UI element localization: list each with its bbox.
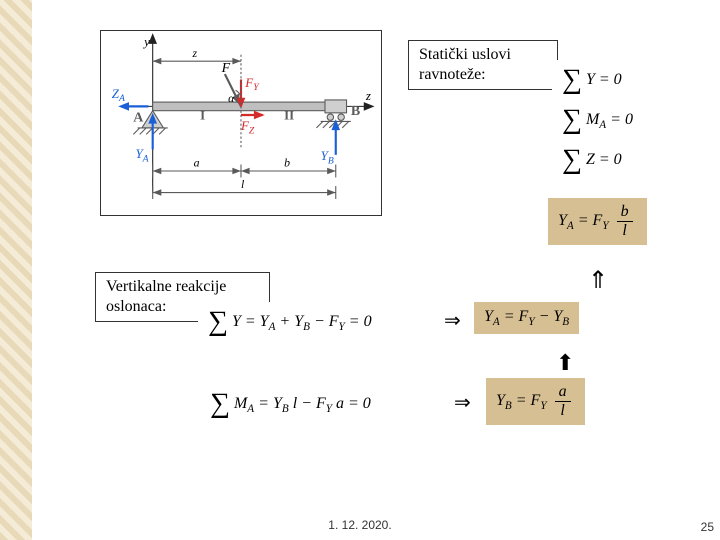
eq-sumY-expanded: ∑ Y = YA + YB − FY = 0 — [198, 302, 382, 342]
up-double-arrow-icon: ⇑ — [588, 266, 608, 295]
eq-sumMA-expanded: ∑ MA = YB l − FY a = 0 — [200, 384, 381, 424]
y-axis-label: y — [142, 34, 150, 49]
heading-static-equilibrium: Statički uslovi ravnoteže: — [408, 40, 558, 90]
point-B: B — [351, 104, 360, 119]
dim-l: l — [241, 177, 245, 191]
eq-YA-diff: YA = FY − YB — [474, 302, 579, 334]
angle-alpha: α — [228, 91, 235, 105]
right-arrow-icon-2: ⇒ — [454, 390, 471, 415]
beam-diagram: y z A B F α — [100, 30, 382, 216]
decorative-stripe — [0, 0, 32, 540]
eq-YB-fraction: YB = FY al — [486, 378, 585, 425]
eq-sumMA: ∑ MA = 0 — [552, 100, 643, 140]
label-FY: FY — [244, 75, 260, 93]
dim-b: b — [284, 156, 290, 170]
label-YA: YA — [135, 146, 148, 164]
footer-date: 1. 12. 2020. — [0, 518, 720, 532]
label-YB: YB — [321, 148, 334, 166]
right-arrow-icon: ⇒ — [444, 308, 461, 333]
region-II: II — [284, 107, 294, 122]
eq-sumY: ∑ Y = 0 — [552, 60, 632, 100]
eq-sumZ: ∑ Z = 0 — [552, 140, 632, 180]
region-I: I — [200, 107, 205, 122]
label-ZA: ZA — [112, 86, 125, 104]
dim-z: z — [192, 46, 198, 60]
dim-a: a — [194, 156, 200, 170]
point-A: A — [133, 110, 143, 125]
label-FZ: FZ — [240, 118, 255, 136]
eq-YA-fraction: YA = FY bl — [548, 198, 647, 245]
page-number: 25 — [701, 520, 714, 534]
beam-svg: y z A B F α — [101, 31, 381, 210]
up-arrow-icon: ⬆ — [556, 350, 574, 376]
force-F: F — [221, 61, 231, 76]
z-axis-label: z — [365, 88, 371, 103]
